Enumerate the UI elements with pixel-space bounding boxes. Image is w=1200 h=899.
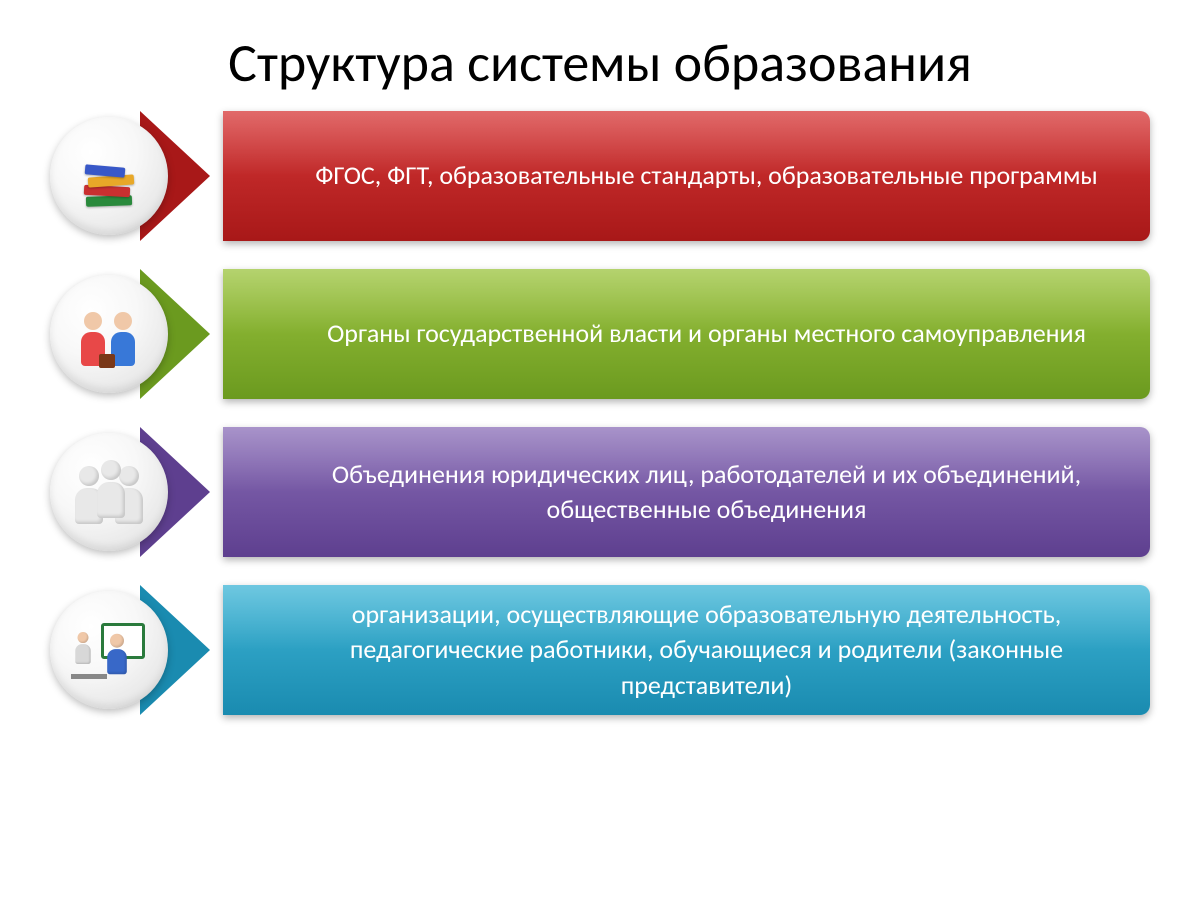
figures-group-icon bbox=[50, 433, 168, 551]
item-text: Объединения юридических лиц, работодател… bbox=[303, 457, 1110, 527]
item-bar: ФГОС, ФГТ, образовательные стандарты, об… bbox=[223, 111, 1150, 241]
item-text: Органы государственной власти и органы м… bbox=[327, 316, 1086, 351]
list-item: Органы государственной власти и органы м… bbox=[50, 269, 1150, 399]
page-title: Структура системы образования bbox=[50, 30, 1150, 96]
list-item: Объединения юридических лиц, работодател… bbox=[50, 427, 1150, 557]
people-business-icon bbox=[50, 275, 168, 393]
item-bar: Объединения юридических лиц, работодател… bbox=[223, 427, 1150, 557]
item-text: организации, осуществляющие образователь… bbox=[303, 597, 1110, 702]
books-icon bbox=[50, 117, 168, 235]
item-text: ФГОС, ФГТ, образовательные стандарты, об… bbox=[315, 158, 1098, 193]
list-item: организации, осуществляющие образователь… bbox=[50, 585, 1150, 715]
list-item: ФГОС, ФГТ, образовательные стандарты, об… bbox=[50, 111, 1150, 241]
item-bar: организации, осуществляющие образователь… bbox=[223, 585, 1150, 715]
classroom-icon bbox=[50, 591, 168, 709]
structure-list: ФГОС, ФГТ, образовательные стандарты, об… bbox=[50, 111, 1150, 715]
item-bar: Органы государственной власти и органы м… bbox=[223, 269, 1150, 399]
